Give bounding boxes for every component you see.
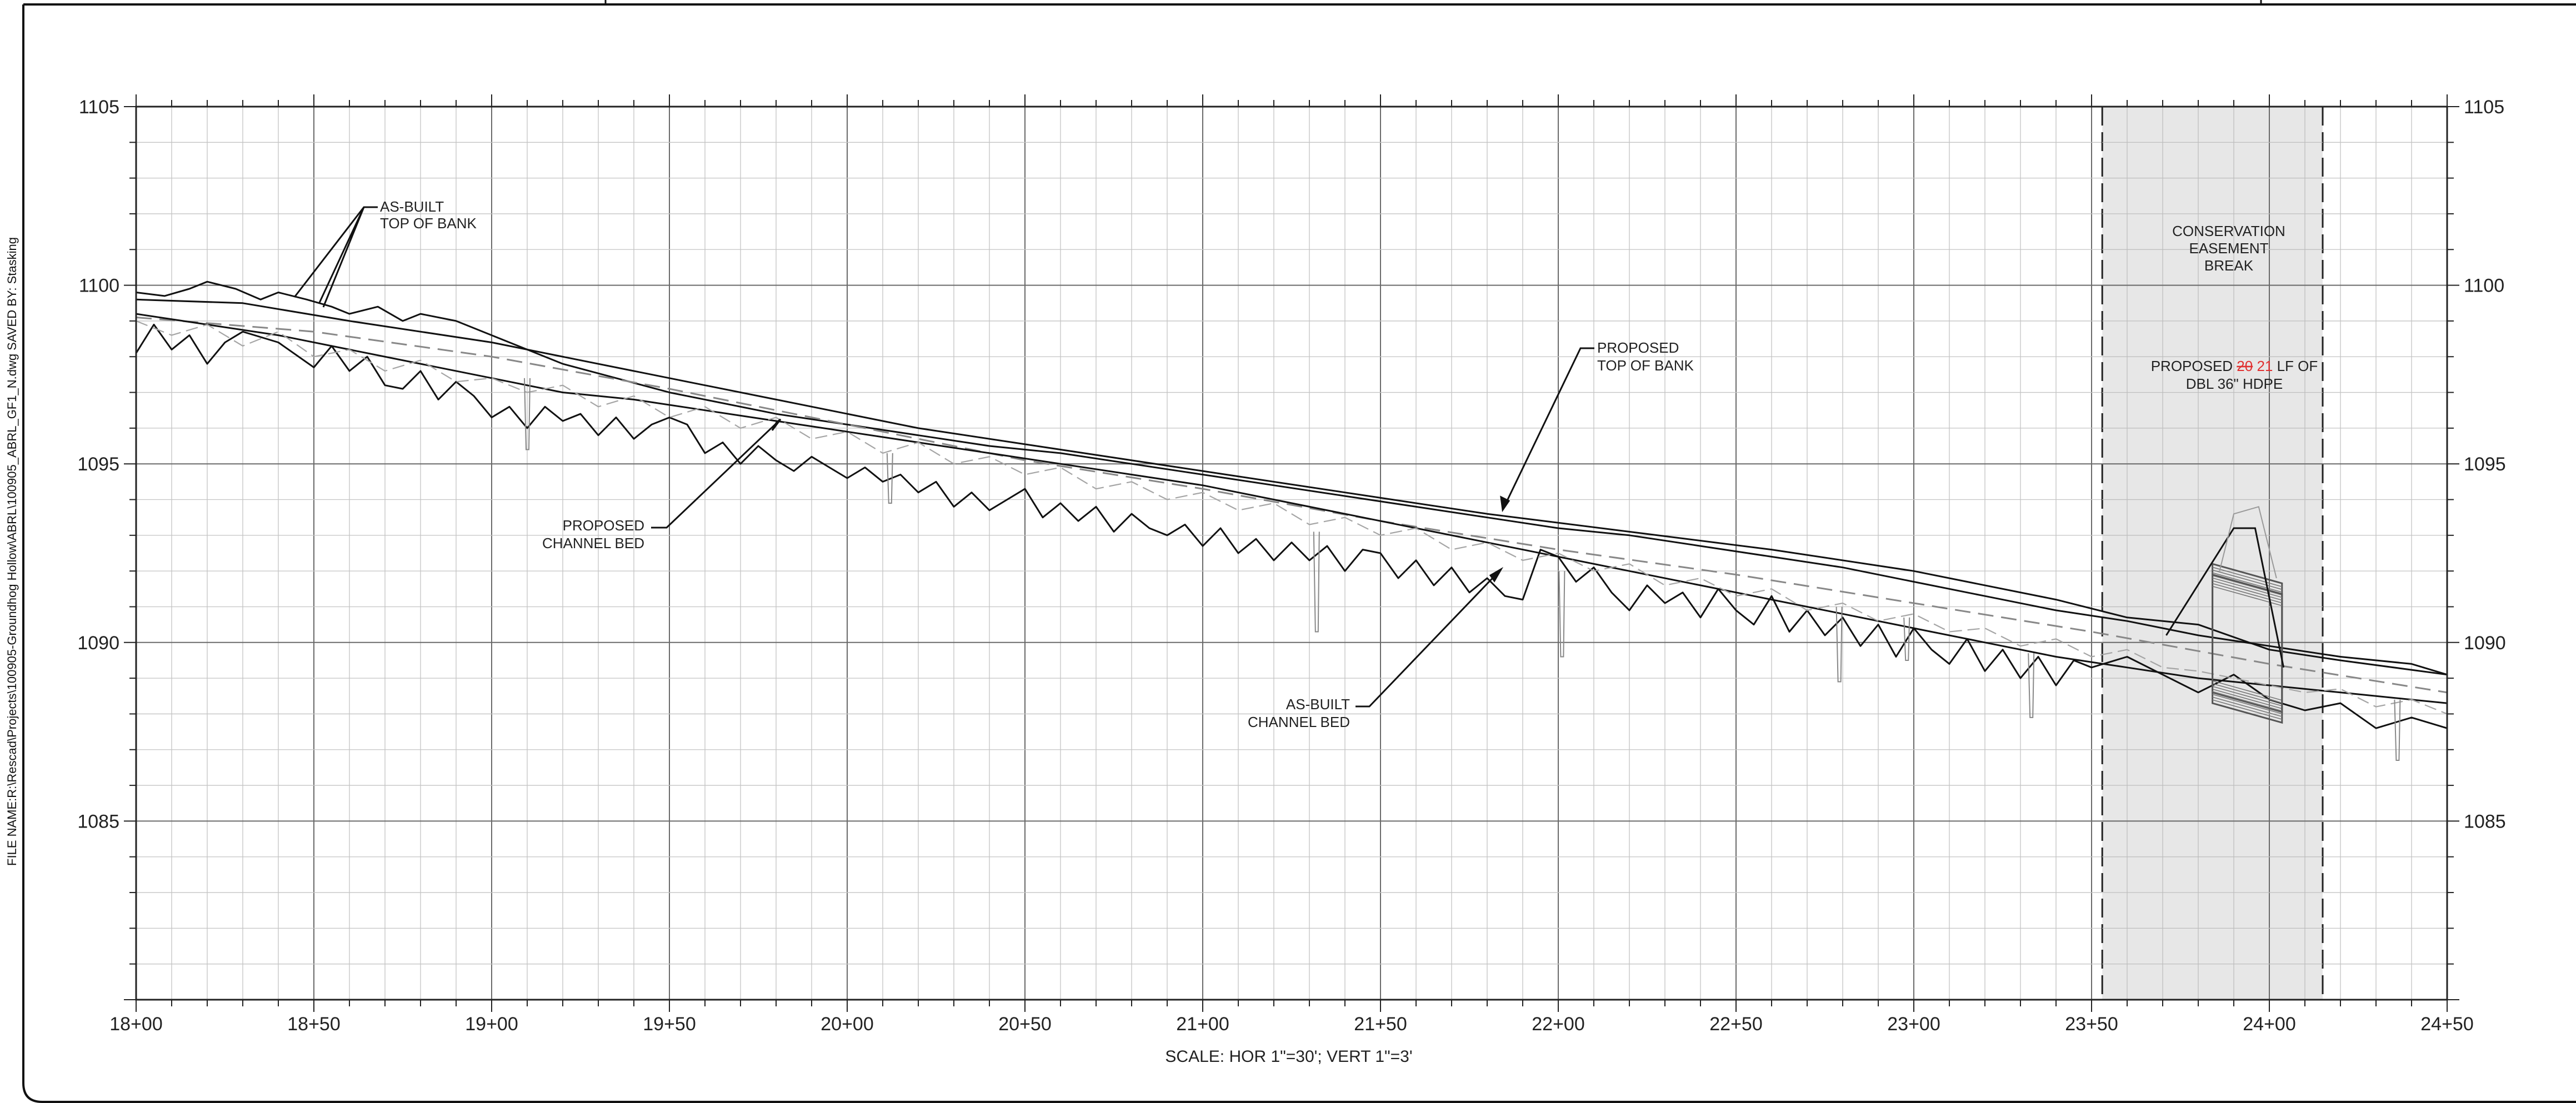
survey-spike [1313,532,1320,633]
pipe-note-suffix: LF OF [2273,358,2318,374]
survey-spike [524,378,531,450]
series-asbuilt_channel_bed [135,323,2448,729]
x-tick-label: 22+50 [1709,1014,1763,1035]
y-tick-label-right: 1105 [2464,97,2504,118]
series-asbuilt_top_bank [136,280,2448,676]
y-tick-label-left: 1095 [77,454,119,475]
x-tick-label: 18+00 [109,1014,163,1035]
series-survey_light_dashed [136,320,2448,715]
y-tick-label-right: 1090 [2464,633,2506,654]
culvert-pipe-hatch [2212,577,2283,598]
callout-asbuilt-top-line1: AS-BUILT [380,198,444,215]
callout-asbuilt-channel-bed [1355,566,1504,708]
y-tick-label-right: 1100 [2464,275,2504,297]
culvert-pipe-hatch [2212,566,2283,588]
scale-note: SCALE: HOR 1"=30'; VERT 1"=3' [1165,1047,1412,1066]
survey-spike [886,453,893,504]
y-tick-label-left: 1090 [77,633,119,654]
x-tick-label: 20+00 [821,1014,874,1035]
survey-spike [1558,571,1565,658]
culvert-pipe-hatch [2212,691,2283,711]
culvert-pipe-hatch [2212,686,2283,706]
x-tick-label: 18+50 [287,1014,341,1035]
callout-proposed-bed-line1: PROPOSED [563,517,644,534]
pipe-note-line1: PROPOSED 20 21 LF OF [2151,358,2318,374]
easement-label-line3: BREAK [2204,257,2254,274]
callout-asbuilt-top-line2: TOP OF BANK [380,215,477,232]
series-centerline_dashed [136,317,2448,694]
culvert-pipe-hatch [2212,572,2283,593]
easement-label-line1: CONSERVATION [2172,223,2285,239]
series-proposed_channel_bed [136,313,2448,704]
profile-lines [135,280,2448,761]
y-tick-label-left: 1085 [77,811,119,832]
easement-break-zone [2101,106,2324,1000]
pipe-note-old-length: 20 [2237,358,2253,374]
culvert-pipe-hatch [2212,575,2283,596]
pipe-note-new-length: 21 [2257,358,2273,374]
callout-proposed-channel-bed [651,418,782,529]
tick-labels: 18+00 18+50 19+00 19+50 20+00 20+50 21+00 21+50… [77,97,2505,1035]
easement-label-line2: EASEMENT [2189,240,2268,257]
culvert-pipe-hatch [2212,696,2283,717]
callout-proposed-top-line2: TOP OF BANK [1597,357,1694,374]
x-tick-label: 24+50 [2420,1014,2474,1035]
culvert-pipe-hatch [2212,699,2283,720]
embankment-profile [2165,527,2285,668]
survey-spike [1903,617,1910,661]
survey-spike [1835,606,1843,683]
culvert-pipe-hatch [2212,683,2283,704]
y-tick-label-left: 1105 [79,97,119,118]
embankment-existing [2219,506,2277,579]
x-tick-label: 19+00 [465,1014,518,1035]
pipe-note-prefix: PROPOSED [2151,358,2237,374]
series-proposed_top_bank [136,298,2448,676]
x-tick-label: 23+00 [1887,1014,1940,1035]
culvert-pipe-outline [2212,573,2283,724]
culvert-pipe-hatch [2212,694,2283,714]
survey-spike [2028,653,2035,718]
plot-frame [135,106,2448,1001]
callout-proposed-top-line1: PROPOSED [1597,339,1679,356]
survey-spike [2394,699,2401,761]
axes [124,94,2459,1012]
culvert-pipe-hatch [2212,580,2283,601]
sheet-border [22,3,2576,1103]
y-tick-label-right: 1095 [2464,454,2506,475]
easement-shading [2102,107,2323,1000]
culvert-pipe-hatch [2212,689,2283,709]
x-tick-label: 21+00 [1176,1014,1229,1035]
callout-asbuilt-bed-line1: AS-BUILT [1286,696,1350,713]
x-tick-label: 24+00 [2243,1014,2296,1035]
x-tick-label: 21+50 [1354,1014,1407,1035]
x-tick-label: 20+50 [998,1014,1052,1035]
callout-proposed-top-of-bank [1500,347,1594,513]
culvert-pipe-hatch [2212,569,2283,590]
y-tick-label-right: 1085 [2464,811,2506,832]
culvert-pipe-hatch [2212,680,2283,701]
x-tick-label: 22+00 [1532,1014,1585,1035]
callout-proposed-bed-line2: CHANNEL BED [542,535,644,552]
callout-asbuilt-top-of-bank [293,206,378,308]
grid [136,106,2448,1000]
x-tick-label: 19+50 [643,1014,696,1035]
x-tick-label: 23+50 [2065,1014,2118,1035]
pipe-note-line2: DBL 36" HDPE [2186,375,2283,392]
callout-asbuilt-bed-line2: CHANNEL BED [1248,714,1350,730]
y-tick-label-left: 1100 [79,275,119,297]
culvert-pipes [2165,506,2285,724]
